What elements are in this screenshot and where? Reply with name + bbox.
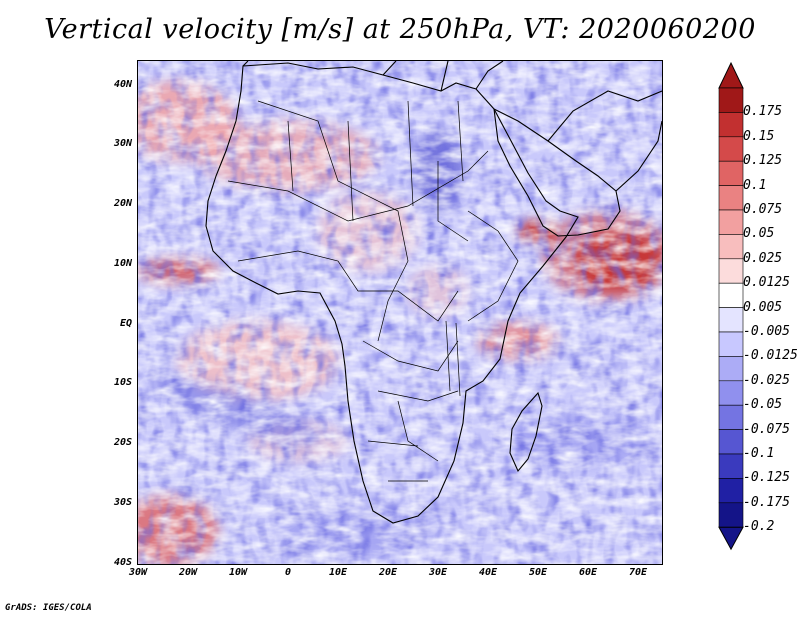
colorbar-label: -0.025 <box>743 372 790 388</box>
lat-label: 10N <box>113 258 132 269</box>
footer-credit: GrADS: IGES/COLA <box>5 603 92 613</box>
lon-label: 20W <box>178 567 198 578</box>
colorbar-swatch <box>718 112 744 138</box>
colorbar-swatch <box>718 502 744 528</box>
colorbar-label: -0.075 <box>743 421 790 437</box>
colorbar-label: -0.005 <box>743 324 790 339</box>
lat-label: 20S <box>113 437 132 448</box>
colorbar-label: -0.1 <box>743 446 775 461</box>
colorbar-swatch <box>718 160 744 186</box>
lat-label: 30N <box>113 138 132 149</box>
colorbar-label: 0.005 <box>743 299 783 315</box>
colorbar-label: -0.175 <box>743 494 790 510</box>
country-borders <box>227 100 519 482</box>
colorbar-swatch <box>718 404 744 430</box>
colorbar-label: 0.125 <box>743 153 783 169</box>
lat-label: 40N <box>113 79 132 90</box>
colorbar-swatch <box>718 209 744 235</box>
lon-label: 20E <box>378 567 398 578</box>
colorbar-swatch <box>718 478 744 504</box>
colorbar-label: 0.05 <box>743 226 775 242</box>
colorbar-swatch <box>718 87 744 113</box>
lon-label: 30E <box>428 567 448 578</box>
colorbar-label: -0.125 <box>743 470 790 486</box>
colorbar-label: 0.175 <box>743 104 783 120</box>
colorbar-label: 0.025 <box>743 250 783 266</box>
coastlines <box>205 61 662 524</box>
colorbar-swatch <box>718 282 744 308</box>
lon-label: 10E <box>328 567 348 578</box>
lat-label: 10S <box>113 377 132 388</box>
colorbar-label: 0.1 <box>743 177 767 193</box>
colorbar-label: 0.15 <box>743 128 775 144</box>
lon-label: 70E <box>628 567 648 578</box>
lon-label: 10W <box>228 567 248 578</box>
colorbar-label: 0.0125 <box>743 275 790 291</box>
texture-light <box>138 61 662 564</box>
colorbar-label: 0.075 <box>743 202 783 217</box>
lon-label: 0 <box>284 567 292 578</box>
colorbar-top-arrow <box>718 61 744 89</box>
colorbar-swatch <box>718 331 744 357</box>
lon-label: 60E <box>578 567 598 578</box>
colorbar-swatch <box>718 307 744 333</box>
colorbar-swatch <box>718 453 744 479</box>
lat-label: 30S <box>113 497 132 508</box>
colorbar <box>718 61 744 551</box>
lat-label: 20N <box>113 198 132 209</box>
colorbar-label: -0.0125 <box>743 348 798 364</box>
map-panel <box>137 60 663 565</box>
colorbar-bottom-arrow <box>718 526 744 551</box>
colorbar-swatch <box>718 136 744 162</box>
colorbar-label: -0.2 <box>743 519 775 535</box>
lon-label: 30W <box>128 567 148 578</box>
colorbar-swatch <box>718 429 744 455</box>
colorbar-swatch <box>718 258 744 284</box>
lat-label: EQ <box>119 318 132 329</box>
colorbar-swatch <box>718 380 744 406</box>
colorbar-swatch <box>718 185 744 211</box>
lon-label: 40E <box>478 567 498 578</box>
colorbar-swatch <box>718 234 744 260</box>
lat-label: 40S <box>113 557 132 568</box>
colorbar-swatch <box>718 356 744 382</box>
colorbar-label: -0.05 <box>743 397 783 413</box>
velocity-field <box>138 61 662 564</box>
map-title: Vertical velocity [m/s] at 250hPa, VT: 2… <box>44 14 756 45</box>
lon-label: 50E <box>528 567 548 578</box>
